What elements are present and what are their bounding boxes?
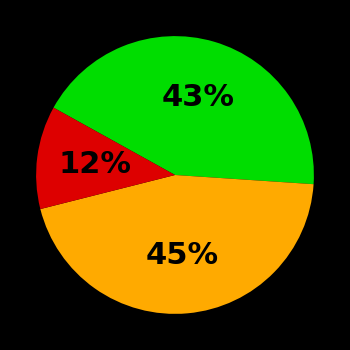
Wedge shape [54, 36, 314, 184]
Wedge shape [40, 175, 314, 314]
Wedge shape [36, 108, 175, 209]
Text: 43%: 43% [161, 83, 234, 112]
Text: 12%: 12% [58, 150, 132, 179]
Text: 45%: 45% [146, 241, 219, 270]
